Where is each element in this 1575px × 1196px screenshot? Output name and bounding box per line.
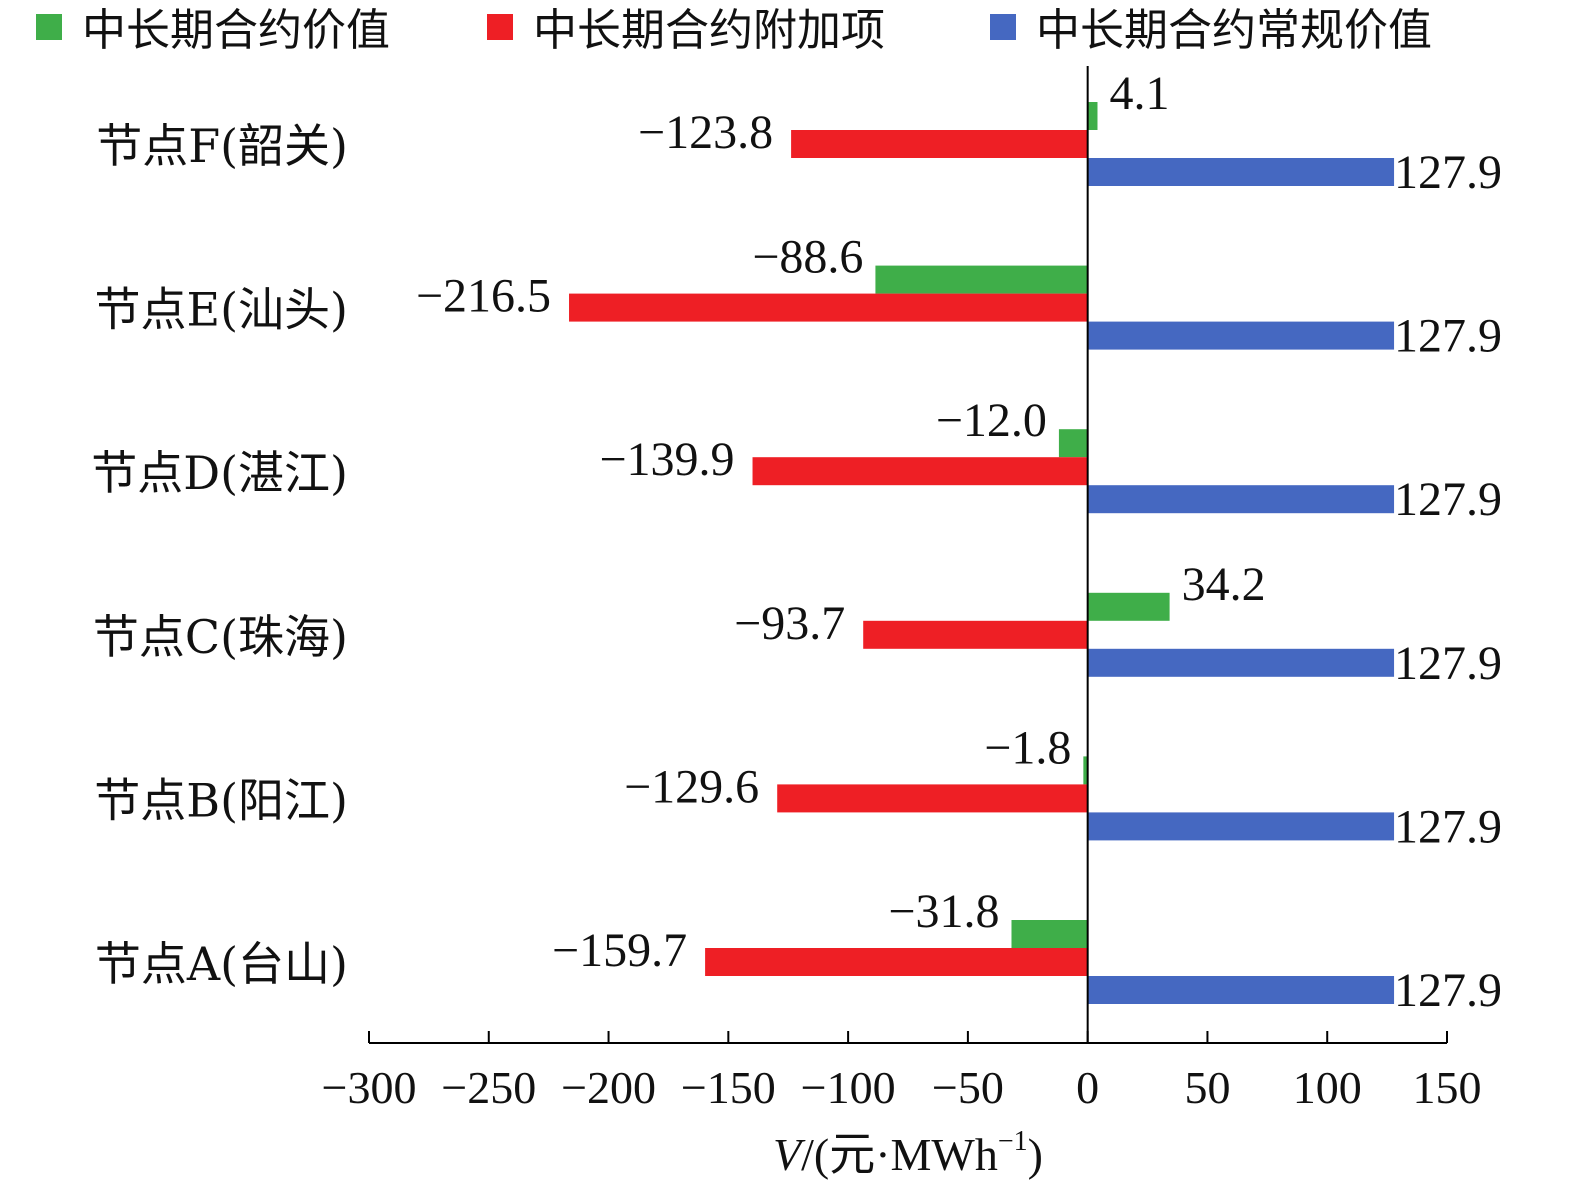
bar: [863, 620, 1088, 649]
legend-swatch: [990, 14, 1016, 40]
bar: [752, 457, 1088, 486]
category-labels: 节点F(韶关) 节点E(汕头) 节点D(湛江) 节点C(珠海) 节点B(阳江) 节点A(台…: [91, 119, 348, 991]
bar: [1011, 920, 1088, 948]
bar: [875, 265, 1088, 294]
x-tick-label: −100: [801, 1062, 896, 1113]
data-label: −139.9: [599, 433, 734, 486]
data-label: −93.7: [734, 597, 845, 650]
category-label: 节点C(珠海): [93, 610, 348, 664]
category-label: 节点A(台山): [95, 937, 348, 991]
axes: −300 −250 −200 −150 −100 −50 0 50 100 150: [322, 66, 1482, 1113]
bar: [1087, 812, 1395, 841]
legend-label: 中长期合约常规价值: [1036, 5, 1432, 56]
legend-label: 中长期合约附加项: [533, 5, 885, 56]
x-tick-label: −250: [441, 1062, 536, 1113]
bar: [1087, 976, 1395, 1004]
legend-swatch: [36, 14, 62, 40]
data-label: −123.8: [638, 106, 773, 159]
bar: [1087, 648, 1395, 677]
x-tick-label: 150: [1413, 1062, 1482, 1113]
bar: [1087, 485, 1395, 514]
data-label: 127.9: [1394, 964, 1502, 1017]
bar: [1087, 158, 1395, 186]
category-label: 节点E(汕头): [95, 283, 348, 337]
bar: [791, 130, 1088, 158]
data-label: 127.9: [1394, 800, 1502, 853]
x-axis-title: V/(元·MWh−1): [773, 1126, 1043, 1180]
data-label: −12.0: [936, 394, 1047, 447]
data-label: −159.7: [552, 924, 687, 977]
data-label: −31.8: [888, 885, 999, 938]
x-tick-label: −200: [561, 1062, 656, 1113]
x-tick-label: −150: [681, 1062, 776, 1113]
data-label: 127.9: [1394, 473, 1502, 526]
bar: [1058, 429, 1088, 458]
data-label: −88.6: [752, 231, 863, 284]
x-tick-label: −300: [322, 1062, 417, 1113]
category-label: 节点F(韶关): [96, 119, 348, 173]
bar: [777, 784, 1088, 813]
data-label: 127.9: [1394, 310, 1502, 363]
bar: [1083, 756, 1088, 785]
legend: 中长期合约价值 中长期合约附加项 中长期合约常规价值: [36, 5, 1432, 56]
bar: [1087, 102, 1098, 130]
x-tick-label: 50: [1184, 1062, 1230, 1113]
data-label: −1.8: [984, 721, 1071, 774]
x-tick-label: 0: [1076, 1062, 1099, 1113]
category-label: 节点B(阳江): [94, 773, 348, 827]
data-label: −216.5: [416, 270, 551, 323]
data-label: 4.1: [1109, 67, 1169, 120]
bar: [569, 293, 1088, 322]
bar: [705, 948, 1088, 976]
data-label: 34.2: [1182, 558, 1266, 611]
x-tick-label: −50: [932, 1062, 1004, 1113]
legend-swatch: [487, 14, 513, 40]
data-label: 127.9: [1394, 146, 1502, 199]
bar: [1087, 321, 1395, 350]
bars-group: 4.1 −123.8 127.9 −88.6 −216.5 127.9 −12.0 −139.…: [416, 67, 1502, 1017]
bar: [1087, 592, 1170, 621]
data-label: 127.9: [1394, 637, 1502, 690]
category-label: 节点D(湛江): [91, 446, 348, 500]
data-label: −129.6: [624, 760, 759, 813]
x-tick-label: 100: [1293, 1062, 1362, 1113]
legend-label: 中长期合约价值: [82, 5, 390, 56]
